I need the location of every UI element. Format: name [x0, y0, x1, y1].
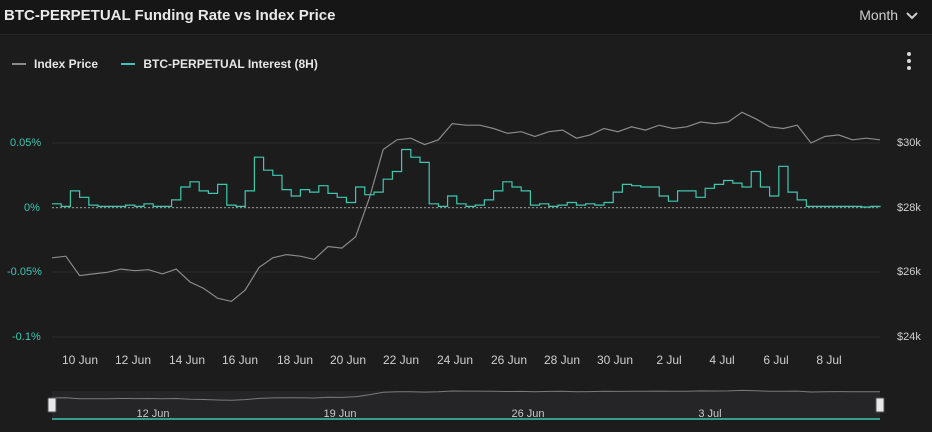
funding-rate-line	[52, 148, 881, 208]
legend-label-index-price: Index Price	[34, 57, 99, 71]
x-tick: 4 Jul	[709, 353, 735, 367]
chart-header: BTC-PERPETUAL Funding Rate vs Index Pric…	[0, 0, 932, 35]
chevron-down-icon	[906, 12, 918, 20]
x-tick: 10 Jun	[61, 353, 99, 367]
x-tick: 30 Jun	[596, 353, 634, 367]
chart-plot	[47, 111, 885, 420]
navigator-date-label: 19 Jun	[323, 408, 357, 420]
y-right-tick: $30k	[897, 137, 921, 149]
time-range-label: Month	[859, 7, 899, 23]
range-navigator	[47, 389, 885, 420]
x-tick: 22 Jun	[382, 353, 420, 367]
x-tick: 2 Jul	[656, 353, 682, 367]
x-tick: 12 Jun	[114, 353, 152, 367]
navigator-track	[52, 391, 880, 419]
x-tick: 14 Jun	[168, 353, 206, 367]
chart-legend: Index Price BTC-PERPETUAL Interest (8H)	[12, 54, 338, 71]
navigator-date-label: 26 Jun	[511, 408, 545, 420]
legend-label-funding-rate: BTC-PERPETUAL Interest (8H)	[143, 57, 318, 71]
navigator-right-handle-icon	[875, 397, 885, 413]
navigator-date-label: 12 Jun	[136, 408, 170, 420]
x-tick: 24 Jun	[436, 353, 474, 367]
navigator-left-handle-icon	[47, 397, 57, 413]
legend-item-funding-rate[interactable]: BTC-PERPETUAL Interest (8H)	[121, 57, 318, 71]
chart-panel: Index Price BTC-PERPETUAL Interest (8H) …	[0, 36, 932, 432]
x-tick: 18 Jun	[276, 353, 314, 367]
y-right-tick: $28k	[897, 202, 921, 214]
time-range-selector[interactable]: Month	[859, 7, 918, 23]
index-price-line	[51, 111, 881, 303]
legend-swatch-index-price	[12, 63, 26, 65]
x-tick: 28 Jun	[543, 353, 581, 367]
x-tick: 6 Jul	[763, 353, 789, 367]
x-tick: 8 Jul	[816, 353, 842, 367]
y-left-tick: -0.1%	[12, 331, 41, 343]
legend-swatch-funding-rate	[121, 63, 136, 65]
kebab-menu-icon[interactable]	[904, 52, 914, 72]
y-left-tick: 0%	[24, 202, 40, 214]
y-left-tick: -0.05%	[7, 266, 42, 278]
navigator-date-label: 3 Jul	[698, 408, 722, 420]
x-tick: 16 Jun	[221, 353, 259, 367]
chart-title: BTC-PERPETUAL Funding Rate vs Index Pric…	[4, 7, 336, 24]
y-right-tick: $24k	[897, 331, 921, 343]
x-tick: 26 Jun	[490, 353, 528, 367]
navigator-price-line	[51, 389, 880, 401]
legend-item-index-price[interactable]: Index Price	[12, 57, 98, 71]
y-right-tick: $26k	[897, 266, 921, 278]
y-left-tick: 0.05%	[10, 137, 42, 149]
x-tick: 20 Jun	[329, 353, 367, 367]
